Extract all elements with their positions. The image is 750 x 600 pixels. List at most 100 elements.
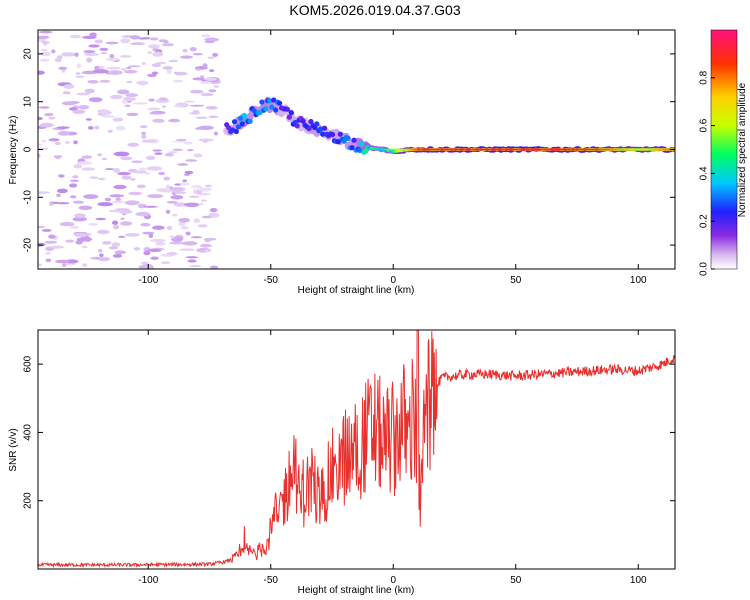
ridge-core xyxy=(603,148,607,151)
noise-speckle xyxy=(121,99,128,104)
noise-speckle xyxy=(83,50,96,54)
y-tick-label: 0 xyxy=(23,146,34,152)
ridge-core xyxy=(405,148,409,151)
noise-speckle xyxy=(160,261,171,265)
noise-speckle xyxy=(105,41,119,45)
noise-speckle xyxy=(56,193,61,198)
y-tick-label: 20 xyxy=(23,48,34,60)
noise-speckle xyxy=(200,243,212,248)
noise-speckle xyxy=(61,101,77,106)
noise-speckle xyxy=(173,190,182,194)
noise-speckle xyxy=(148,233,154,238)
noise-speckle xyxy=(152,149,163,152)
noise-speckle xyxy=(131,160,144,164)
noise-speckle xyxy=(48,138,60,142)
noise-speckle xyxy=(54,57,62,63)
ridge-mark xyxy=(318,126,324,132)
ridge-core xyxy=(530,148,534,151)
ridge-mark xyxy=(233,128,239,135)
ridge-core xyxy=(501,148,504,151)
ridge-core xyxy=(479,148,482,151)
noise-speckle xyxy=(75,72,81,75)
noise-speckle xyxy=(213,85,220,88)
noise-speckle xyxy=(183,173,190,176)
ridge-core xyxy=(611,148,614,151)
ridge-core xyxy=(518,148,521,151)
ridge-core xyxy=(400,148,404,151)
noise-speckle xyxy=(124,104,131,108)
noise-speckle xyxy=(59,221,75,227)
noise-speckle xyxy=(38,116,43,121)
noise-speckle xyxy=(139,82,148,85)
noise-speckle xyxy=(92,69,109,74)
x-tick-label: 0 xyxy=(390,575,396,586)
noise-speckle xyxy=(88,97,103,103)
noise-speckle xyxy=(147,107,161,111)
noise-speckle xyxy=(112,254,123,258)
noise-speckle xyxy=(208,212,220,218)
ridge-core xyxy=(589,148,592,151)
noise-speckle xyxy=(96,229,110,235)
ridge-core xyxy=(390,148,394,151)
noise-speckle xyxy=(106,66,122,70)
ridge-mark xyxy=(269,104,275,110)
ridge-core xyxy=(385,148,389,151)
noise-speckle xyxy=(176,138,187,142)
noise-speckle xyxy=(124,200,140,206)
noise-speckle xyxy=(204,184,213,187)
noise-speckle xyxy=(117,172,131,176)
noise-speckle xyxy=(118,235,126,238)
noise-speckle xyxy=(184,202,200,207)
x-tick-label: 50 xyxy=(510,575,522,586)
noise-speckle xyxy=(101,157,108,161)
noise-speckle xyxy=(69,34,82,39)
noise-speckle xyxy=(44,240,57,244)
noise-speckle xyxy=(173,202,188,207)
noise-speckle xyxy=(140,222,151,227)
ridge-core xyxy=(383,148,386,151)
noise-speckle xyxy=(190,236,203,239)
ridge-core xyxy=(444,148,448,151)
ridge-mark xyxy=(337,131,343,137)
ridge-mark xyxy=(277,100,283,106)
ridge-core xyxy=(581,148,585,151)
noise-speckle xyxy=(128,65,141,68)
noise-speckle xyxy=(195,116,208,119)
ridge-core xyxy=(648,148,651,151)
noise-speckle xyxy=(55,259,71,264)
noise-speckle xyxy=(114,208,130,211)
noise-speckle xyxy=(168,235,176,238)
noise-speckle xyxy=(163,40,169,44)
ridge-core xyxy=(567,148,570,151)
ridge-core xyxy=(481,148,484,151)
noise-speckle xyxy=(40,48,48,52)
ridge-core xyxy=(532,148,536,151)
ridge-mark xyxy=(294,123,300,129)
noise-speckle xyxy=(168,151,178,154)
noise-speckle xyxy=(72,175,79,179)
ridge-core xyxy=(395,148,399,151)
noise-speckle xyxy=(209,207,218,213)
noise-speckle xyxy=(38,106,50,109)
ridge-core xyxy=(493,148,497,151)
ridge-core xyxy=(437,148,440,151)
noise-speckle xyxy=(189,265,202,268)
noise-speckle xyxy=(45,251,51,255)
noise-speckle xyxy=(135,211,151,217)
ridge-core xyxy=(476,148,480,151)
ridge-core xyxy=(630,148,634,151)
noise-speckle xyxy=(140,37,151,40)
ridge-core xyxy=(417,148,421,151)
noise-speckle xyxy=(173,71,179,74)
noise-speckle xyxy=(68,107,78,111)
noise-speckle xyxy=(142,231,155,235)
ridge-core xyxy=(454,148,458,151)
noise-speckle xyxy=(106,57,120,62)
colorbar-label: Normalized spectral amplitude xyxy=(737,82,748,217)
ridge-core xyxy=(486,148,489,151)
ridge-mark xyxy=(329,131,336,138)
noise-speckle xyxy=(72,109,86,114)
noise-speckle xyxy=(124,233,140,237)
